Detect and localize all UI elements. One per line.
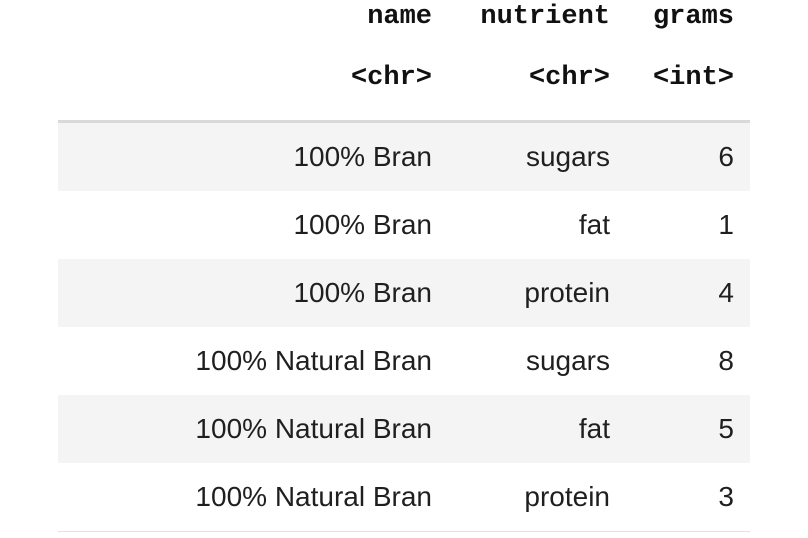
cell-nutrient: sugars bbox=[448, 121, 626, 191]
table-row: 100% Bran sugars 6 bbox=[58, 121, 750, 191]
cell-nutrient: fat bbox=[448, 395, 626, 463]
cell-name: 100% Bran bbox=[58, 121, 448, 191]
cell-grams: 4 bbox=[626, 259, 750, 327]
table-row: 100% Bran protein 4 bbox=[58, 259, 750, 327]
data-table: name nutrient grams <chr> <chr> <int> 10… bbox=[58, 0, 750, 532]
cell-grams: 1 bbox=[626, 191, 750, 259]
column-names-row: name nutrient grams bbox=[58, 0, 750, 35]
cell-grams: 8 bbox=[626, 327, 750, 395]
column-type-grams: <int> bbox=[626, 35, 750, 123]
column-header-grams: grams bbox=[652, 2, 734, 32]
table-body: 100% Bran sugars 6 100% Bran fat 1 100% … bbox=[58, 121, 750, 532]
column-header-name: name bbox=[367, 2, 432, 32]
table-row: 100% Natural Bran fat 5 bbox=[58, 395, 750, 463]
table-row: 100% Natural Bran sugars 8 bbox=[58, 327, 750, 395]
column-type-name: <chr> bbox=[58, 35, 448, 123]
column-type-nutrient: <chr> bbox=[448, 35, 626, 123]
cell-nutrient: protein bbox=[448, 463, 626, 532]
cell-name: 100% Natural Bran bbox=[58, 395, 448, 463]
table-header: name nutrient grams <chr> <chr> <int> bbox=[58, 0, 750, 123]
cell-grams: 3 bbox=[626, 463, 750, 532]
cell-nutrient: fat bbox=[448, 191, 626, 259]
column-types-row: <chr> <chr> <int> bbox=[58, 35, 750, 123]
cell-grams: 5 bbox=[626, 395, 750, 463]
cell-name: 100% Natural Bran bbox=[58, 327, 448, 395]
cell-nutrient: sugars bbox=[448, 327, 626, 395]
cell-name: 100% Bran bbox=[58, 191, 448, 259]
cell-grams: 6 bbox=[626, 121, 750, 191]
table-row: 100% Bran fat 1 bbox=[58, 191, 750, 259]
column-header-nutrient: nutrient bbox=[480, 2, 610, 32]
cell-name: 100% Bran bbox=[58, 259, 448, 327]
cell-nutrient: protein bbox=[448, 259, 626, 327]
cell-name: 100% Natural Bran bbox=[58, 463, 448, 532]
table-row: 100% Natural Bran protein 3 bbox=[58, 463, 750, 532]
